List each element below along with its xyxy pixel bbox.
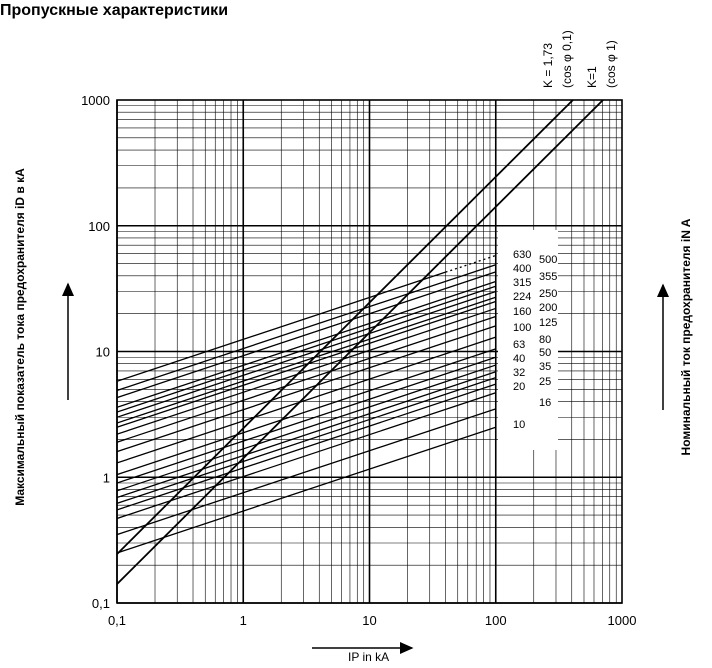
fuse-curve-250 bbox=[117, 290, 496, 418]
rating-label: 630 bbox=[513, 249, 531, 261]
reference-line-label: (cos φ 0,1) bbox=[560, 30, 574, 88]
rating-label: 40 bbox=[513, 353, 525, 365]
rating-label: 63 bbox=[513, 339, 525, 351]
chart-title: Пропускные характеристики bbox=[0, 2, 229, 19]
rating-label: 200 bbox=[539, 302, 557, 314]
x-axis-unit-label: IP in kA bbox=[348, 650, 390, 664]
fuse-curve-32 bbox=[117, 376, 496, 504]
x-tick-label: 0,1 bbox=[108, 613, 126, 628]
y-tick-label: 0,1 bbox=[92, 596, 110, 611]
fuse-curve-10 bbox=[117, 426, 496, 554]
y-tick-label: 100 bbox=[88, 219, 110, 234]
y-axis-title: Максимальный показатель тока предохранит… bbox=[13, 168, 27, 506]
reference-line-label: K = 1,73 bbox=[541, 43, 555, 88]
series-group bbox=[117, 254, 496, 554]
fuse-curve-100 bbox=[117, 325, 496, 453]
x-tick-label: 100 bbox=[485, 613, 507, 628]
fuse-curve-200 bbox=[117, 300, 496, 428]
fuse-curve-63 bbox=[117, 348, 496, 476]
y-tick-label: 1 bbox=[103, 470, 110, 485]
x-tick-label: 1000 bbox=[608, 613, 637, 628]
rating-label: 500 bbox=[539, 254, 557, 266]
reference-line-label: (cos φ 1) bbox=[604, 40, 618, 88]
rating-label: 315 bbox=[513, 277, 531, 289]
fuse-curve-25 bbox=[117, 383, 496, 511]
y-tick-label: 10 bbox=[96, 345, 110, 360]
fuse-curve-400 bbox=[117, 271, 496, 399]
x-tick-label: 1 bbox=[240, 613, 247, 628]
reference-line-label: K=1 bbox=[585, 66, 599, 88]
rating-label: 125 bbox=[539, 317, 557, 329]
ratings-label-panel bbox=[498, 230, 558, 450]
fuse-curve-630 bbox=[117, 271, 446, 382]
reference-line bbox=[117, 100, 605, 585]
fuse-curve-50 bbox=[117, 356, 496, 484]
axis-ticks: 0,1 1 10 100 1000 0,1 1 10 100 1000 bbox=[81, 93, 636, 628]
rating-label: 355 bbox=[539, 271, 557, 283]
fuse-curve-80 bbox=[117, 336, 496, 464]
rating-label: 224 bbox=[513, 291, 531, 303]
fuse-curve-40 bbox=[117, 364, 496, 492]
fuse-curve-315 bbox=[117, 285, 496, 413]
rating-label: 35 bbox=[539, 361, 551, 373]
ratings-labels: 630 400 315 224 160 100 63 40 32 20 10 500 355 250 200… bbox=[513, 249, 557, 431]
rating-label: 10 bbox=[513, 419, 525, 431]
fuse-curve-500 bbox=[117, 264, 496, 392]
x-tick-label: 10 bbox=[362, 613, 376, 628]
rating-label: 100 bbox=[513, 322, 531, 334]
reference-line-labels: K = 1,73 (cos φ 0,1) K=1 (cos φ 1) bbox=[541, 30, 618, 88]
fuse-curve-355 bbox=[117, 280, 496, 408]
fuse-curve-35 bbox=[117, 371, 496, 499]
fuse-curve-630-dashed bbox=[445, 254, 496, 273]
fuse-curve-16 bbox=[117, 408, 496, 536]
fuse-curve-224 bbox=[117, 296, 496, 424]
rating-label: 80 bbox=[539, 334, 551, 346]
fuse-curve-20 bbox=[117, 392, 496, 520]
fuse-curve-160 bbox=[117, 307, 496, 435]
rating-label: 160 bbox=[513, 306, 531, 318]
rating-label: 250 bbox=[539, 288, 557, 300]
plot-frame bbox=[116, 99, 623, 604]
rating-label: 32 bbox=[513, 367, 525, 379]
rating-label: 25 bbox=[539, 376, 551, 388]
rating-label: 400 bbox=[513, 263, 531, 275]
y-tick-label: 1000 bbox=[81, 93, 110, 108]
rating-label: 16 bbox=[539, 397, 551, 409]
rating-label: 20 bbox=[513, 381, 525, 393]
fuse-curve-125 bbox=[117, 315, 496, 443]
right-axis-title: Номинальный ток предохранителя iN A bbox=[679, 218, 693, 456]
rating-label: 50 bbox=[539, 347, 551, 359]
